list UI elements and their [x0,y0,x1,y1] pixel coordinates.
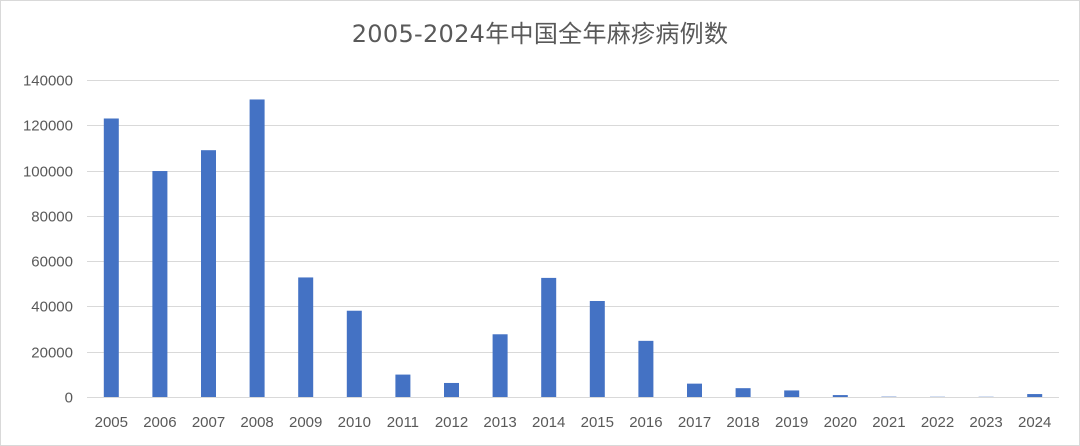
x-tick-label-2009: 2009 [289,414,322,431]
y-tick-label-100000: 100000 [23,164,73,181]
x-tick-label-2015: 2015 [581,414,614,431]
x-axis-tick-labels: 2005 2006 2007 2008 2009 2010 2011 2012 2013 2014… [95,414,1052,431]
x-tick-label-2005: 2005 [95,414,128,431]
x-tick-label-2017: 2017 [678,414,711,431]
bar-series [103,99,1043,398]
y-tick-label-80000: 80000 [31,209,73,226]
bar-2018 [735,388,751,397]
bar-2011 [395,374,411,397]
x-tick-label-2006: 2006 [143,414,176,431]
x-tick-label-2018: 2018 [726,414,759,431]
x-tick-label-2016: 2016 [629,414,662,431]
bar-2017 [687,383,702,397]
bar-2009 [298,277,314,397]
bar-2024 [1027,394,1043,397]
bar-2005 [103,118,119,397]
y-tick-label-20000: 20000 [31,345,73,362]
y-tick-label-60000: 60000 [31,254,73,271]
bar-2020 [832,395,848,397]
x-tick-label-2020: 2020 [824,414,857,431]
bar-2014 [541,277,557,397]
x-tick-label-2013: 2013 [483,414,516,431]
x-tick-label-2019: 2019 [775,414,808,431]
bar-2019 [784,390,800,397]
bar-2013 [492,334,508,397]
y-tick-label-120000: 120000 [23,118,73,135]
y-tick-label-0: 0 [65,390,73,407]
bar-2008 [249,99,265,398]
x-tick-label-2023: 2023 [969,414,1002,431]
x-tick-label-2022: 2022 [921,414,954,431]
y-axis-tick-labels: 0 20000 40000 60000 80000 100000 120000 140000 [23,73,73,407]
x-tick-label-2010: 2010 [338,414,371,431]
bar-2006 [152,171,168,397]
chart-title: 2005-2024年中国全年麻疹病例数 [351,20,729,48]
bar-2016 [638,340,654,397]
y-tick-label-40000: 40000 [31,299,73,316]
x-tick-label-2007: 2007 [192,414,225,431]
x-tick-label-2021: 2021 [872,414,905,431]
x-tick-label-2014: 2014 [532,414,565,431]
bar-2010 [346,310,362,397]
bar-2015 [589,300,605,397]
bar-2012 [444,382,459,397]
x-tick-label-2012: 2012 [435,414,468,431]
x-tick-label-2024: 2024 [1018,414,1051,431]
bar-2007 [201,150,216,397]
x-tick-label-2008: 2008 [240,414,273,431]
gridlines [87,80,1059,398]
x-tick-label-2011: 2011 [387,414,419,431]
y-tick-label-140000: 140000 [23,73,73,90]
